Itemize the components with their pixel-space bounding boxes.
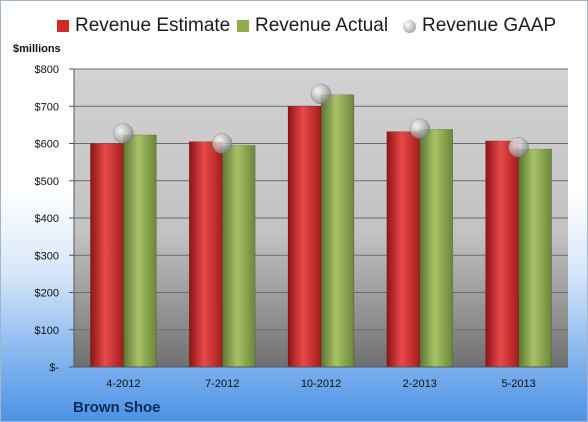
marker-revenue-gaap	[310, 83, 332, 105]
legend-item-revenue-gaap: Revenue GAAP	[403, 15, 556, 37]
bar-revenue-actual	[123, 134, 157, 368]
y-tick-label: $-	[49, 362, 59, 374]
legend-item-revenue-estimate: Revenue Estimate	[57, 15, 230, 37]
y-axis-unit-label: $millions	[13, 43, 61, 55]
y-tick-label: $300	[35, 250, 59, 262]
bar-revenue-actual	[419, 129, 454, 368]
bar-revenue-estimate	[287, 106, 322, 368]
legend-item-revenue-actual: Revenue Actual	[237, 15, 388, 37]
y-tick-label: $400	[35, 213, 59, 225]
y-tick-label: $500	[35, 176, 59, 188]
marker-revenue-gaap	[409, 118, 431, 139]
y-tick-label: $800	[35, 64, 59, 76]
bar-revenue-estimate	[485, 140, 519, 368]
x-tick-label: 10-2012	[301, 378, 341, 390]
legend-swatch-revenue-estimate	[57, 20, 69, 32]
x-tick-label: 4-2012	[106, 378, 140, 390]
company-name: Brown Shoe	[73, 399, 161, 416]
marker-revenue-gaap	[113, 123, 134, 144]
legend-label-revenue-gaap: Revenue GAAP	[422, 15, 557, 36]
y-tick-label: $600	[35, 139, 59, 151]
y-tick-label: $700	[35, 101, 59, 113]
bar-revenue-estimate	[188, 141, 223, 368]
legend: Revenue Estimate Revenue Actual Revenue …	[1, 15, 587, 45]
bar-revenue-actual	[221, 145, 256, 368]
x-tick-label: 7-2012	[205, 378, 239, 390]
legend-swatch-revenue-actual	[237, 20, 249, 32]
bar-revenue-estimate	[386, 131, 421, 368]
y-tick-label: $200	[35, 288, 59, 300]
x-tick-label: 2-2013	[403, 378, 437, 390]
legend-label-revenue-estimate: Revenue Estimate	[75, 15, 231, 36]
legend-marker-revenue-gaap	[403, 19, 416, 33]
y-tick-label: $100	[35, 325, 59, 337]
bar-revenue-actual	[320, 94, 355, 368]
bar-revenue-estimate	[90, 143, 124, 368]
marker-revenue-gaap	[508, 136, 529, 158]
bar-revenue-actual	[518, 148, 552, 368]
marker-revenue-gaap	[211, 133, 233, 154]
legend-label-revenue-actual: Revenue Actual	[255, 15, 389, 36]
x-tick-label: 5-2013	[501, 378, 535, 390]
